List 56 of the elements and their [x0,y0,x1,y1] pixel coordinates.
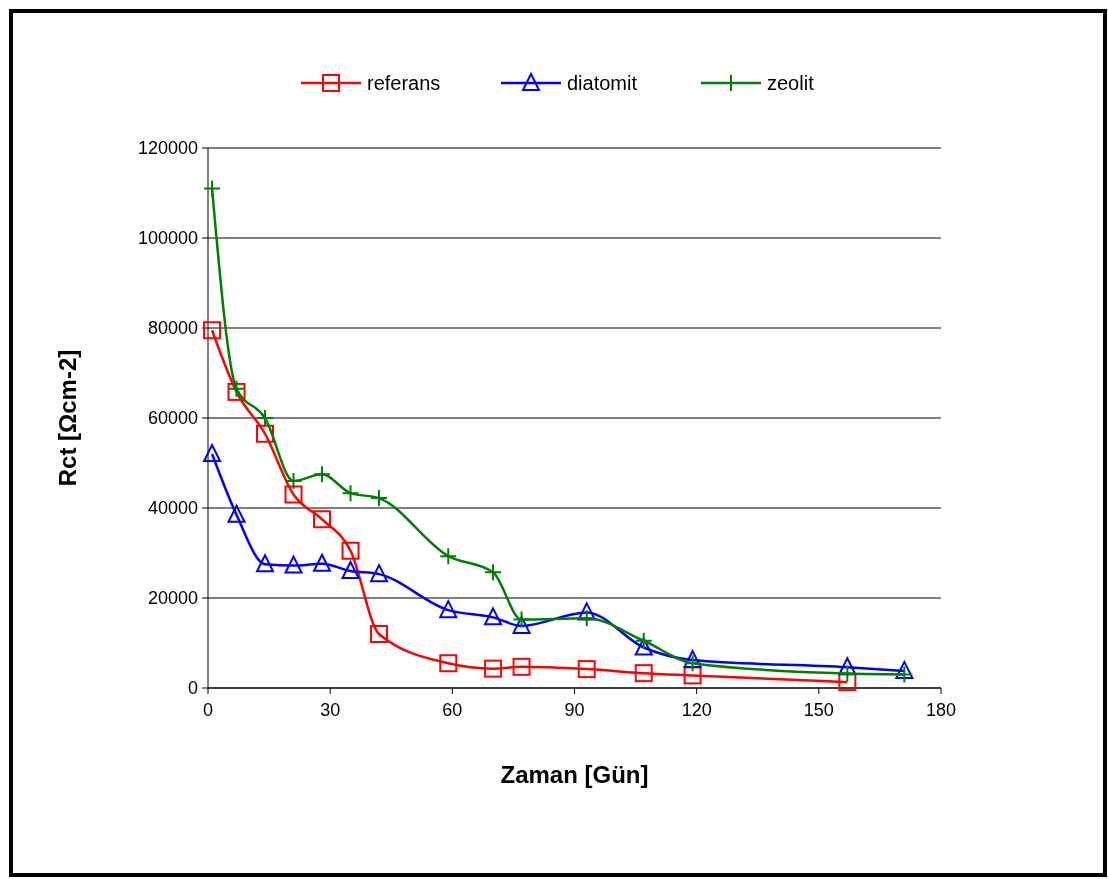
point [203,321,222,340]
y-axis-title: Rct [Ωcm-2] [54,349,81,487]
x-tick-label: 30 [320,700,341,720]
point [313,553,332,572]
point [484,563,503,582]
point [227,504,246,523]
x-tick-label: 120 [681,700,712,720]
point [439,654,458,673]
point [341,561,360,579]
point [256,554,275,573]
point [512,657,531,676]
y-tick-label: 120000 [137,138,198,159]
point [284,485,303,504]
point [512,615,531,634]
x-tick-label: 90 [564,700,585,720]
point [284,472,303,490]
point [256,424,275,443]
point [256,409,275,427]
point [439,600,458,619]
point [370,564,389,583]
point [634,631,653,650]
point [577,609,596,628]
y-tick-label: 0 [187,678,198,699]
legend-label: zeolit [767,72,815,94]
x-tick-label: 60 [442,700,463,720]
point [895,665,914,684]
point [577,660,596,679]
y-tick-label: 60000 [147,408,198,429]
x-tick-label: 0 [202,700,214,720]
point [895,660,914,679]
legend-label: referans [367,72,441,94]
point [439,547,458,566]
point [341,484,360,503]
point [512,610,531,629]
point [203,444,222,462]
point [484,659,503,678]
point [683,650,702,669]
point [284,555,303,574]
x-tick-label: 150 [803,700,834,720]
y-tick-label: 80000 [147,318,198,339]
point [341,541,360,560]
y-tick-label: 100000 [137,228,198,249]
x-axis-title: Zaman [Gün] [500,761,649,788]
legend-label: diatomit [567,72,638,94]
point [634,664,653,683]
point [370,489,389,508]
point [683,654,702,673]
y-tick-label: 40000 [147,498,198,519]
point [203,179,222,198]
point [313,465,332,484]
y-tick-label: 20000 [147,588,198,609]
point [313,510,332,529]
point [370,625,389,643]
point [838,664,857,683]
x-tick-label: 180 [925,700,957,720]
point [484,607,503,626]
